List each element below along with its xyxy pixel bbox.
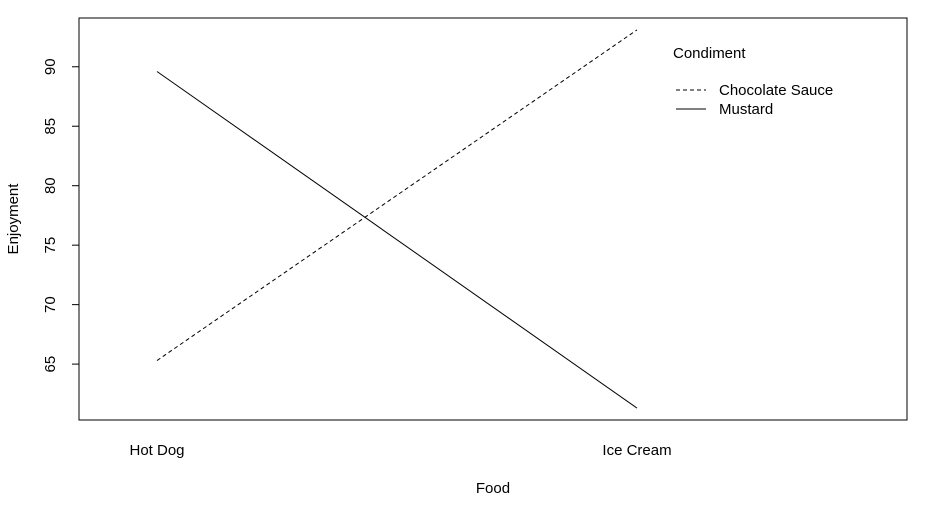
y-tick-label: 80 — [42, 177, 59, 194]
y-tick-label: 90 — [42, 58, 59, 75]
legend-items: Chocolate Sauce Mustard — [676, 82, 833, 118]
legend: Condiment Chocolate Sauce Mustard — [673, 45, 833, 118]
legend-title: Condiment — [673, 45, 746, 62]
x-axis-title: Food — [476, 480, 510, 497]
legend-label: Mustard — [719, 101, 773, 118]
plot-frame — [78, 17, 908, 421]
series-layer — [156, 29, 638, 409]
series-line — [156, 71, 638, 409]
y-axis-title: Enjoyment — [5, 183, 22, 255]
y-axis: 65 70 75 80 85 90 — [42, 58, 80, 373]
series-line — [156, 29, 638, 361]
legend-label: Chocolate Sauce — [719, 82, 833, 99]
x-axis: Hot Dog Ice Cream — [129, 442, 671, 459]
x-tick-label: Hot Dog — [129, 442, 184, 459]
y-tick-label: 65 — [42, 356, 59, 373]
y-tick-label: 85 — [42, 118, 59, 135]
x-tick-label: Ice Cream — [602, 442, 671, 459]
y-tick-label: 75 — [42, 237, 59, 254]
y-tick-label: 70 — [42, 296, 59, 313]
